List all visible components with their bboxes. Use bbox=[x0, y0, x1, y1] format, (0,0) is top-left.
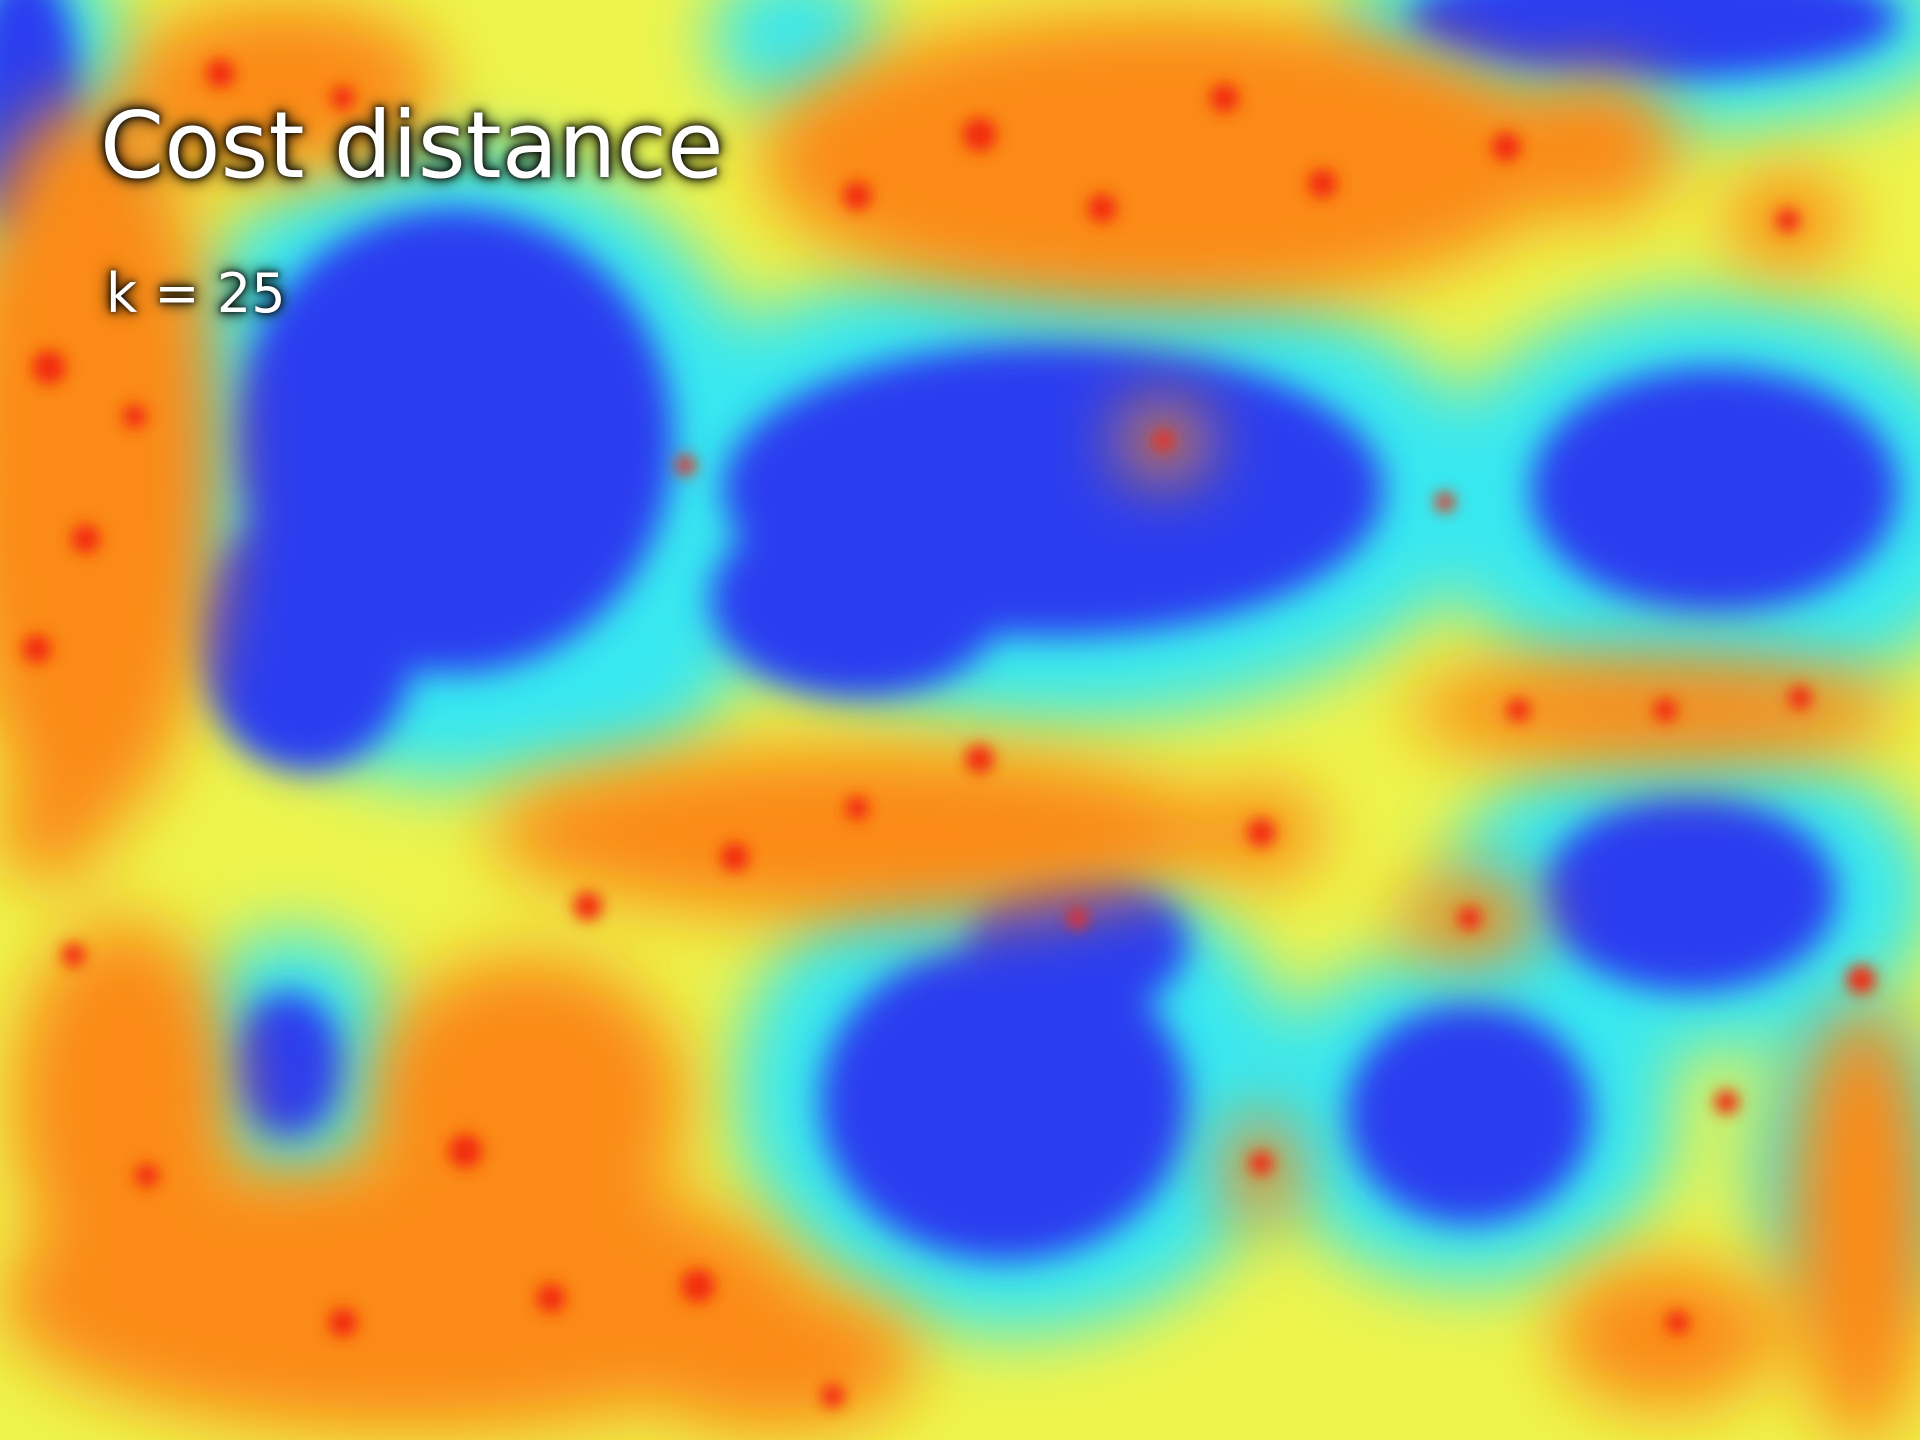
cost-distance-raster bbox=[0, 0, 1920, 1440]
slide: Cost distance k = 25 bbox=[0, 0, 1920, 1440]
subtitle: k = 25 bbox=[106, 262, 286, 325]
title: Cost distance bbox=[100, 92, 724, 199]
